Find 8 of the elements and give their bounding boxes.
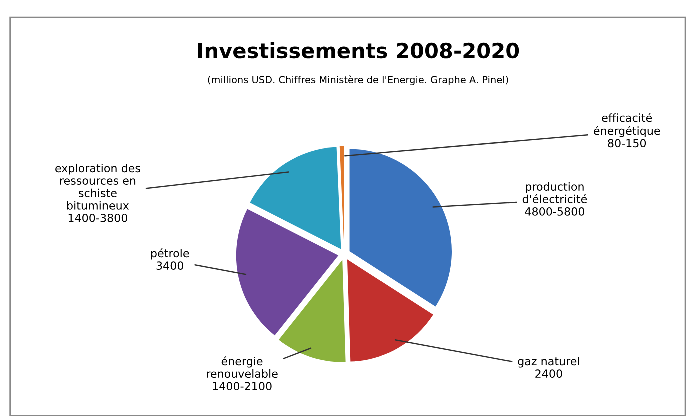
slice-label: gaz naturel 2400 [518,357,580,378]
slice-label: production d'électricité 4800-5800 [522,182,588,216]
slice-label: pétrole 3400 [151,248,190,270]
slice-label: énergie renouvelable 1400-2100 [207,356,278,391]
slice-label: efficacité énergétique 80-150 [594,113,660,148]
chart-title: Investissements 2008-2020 [198,42,520,59]
chart-subtitle: (millions USD. Chiffres Ministère de l'Energie. Graphe A. Pinel) [208,76,508,86]
slice-label: exploration des ressources en schiste bitumineux 1400-3800 [56,164,140,222]
